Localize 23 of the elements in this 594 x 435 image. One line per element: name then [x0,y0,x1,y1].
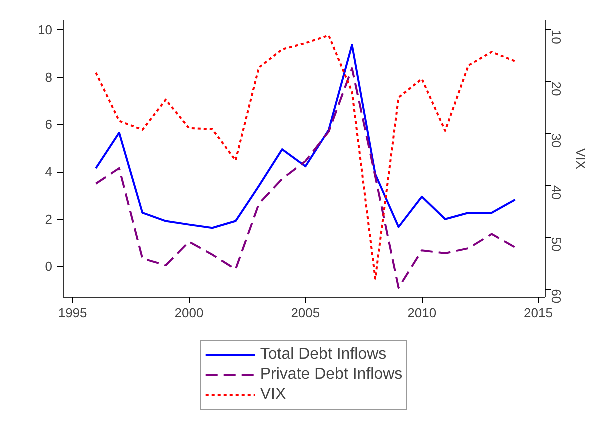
y2-axis-title: VIX [574,148,588,170]
legend-label: Total Debt Inflows [260,346,387,364]
y2-tick-label: 30 [549,134,564,148]
y2-tick-label: 40 [549,185,564,200]
legend-label: VIX [260,386,286,404]
y-tick-label: 6 [45,117,53,132]
line-series [95,44,516,230]
x-tick-label: 2015 [524,306,553,320]
legend-label: Private Debt Inflows [260,366,403,384]
y2-tick-label: 20 [549,82,564,96]
y-tick-label: 4 [45,164,53,180]
y2-tick-label: 60 [549,289,564,304]
y-tick-label: 2 [45,212,53,227]
y-tick-label: 10 [38,22,53,38]
y-tick-label: 8 [45,70,53,85]
line-series [95,68,516,290]
y2-tick-label: 10 [549,30,564,44]
y2-tick-label: 50 [549,237,564,252]
y-tick-label: 0 [45,259,53,274]
x-tick-label: 2000 [174,306,204,320]
x-tick-label: 1995 [58,306,88,320]
x-tick-label: 2010 [408,306,437,320]
x-tick-label: 2005 [291,306,320,320]
